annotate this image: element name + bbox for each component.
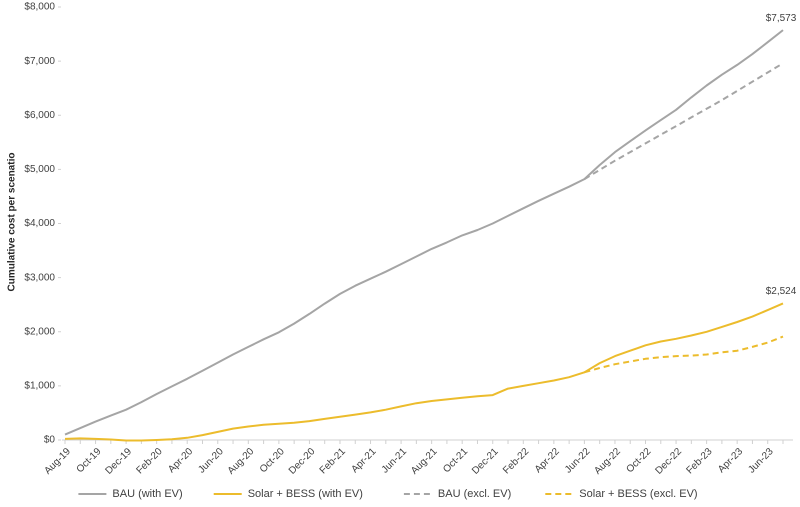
y-tick-label: $2,000 [24, 326, 55, 337]
x-tick-label: Aug-20 [226, 446, 257, 477]
x-tick-label: Feb-20 [134, 446, 164, 476]
x-tick-label: Apr-23 [716, 446, 745, 475]
x-tick-label: Jun-23 [746, 446, 776, 476]
y-tick-label: $3,000 [24, 272, 55, 283]
x-tick-label: Dec-20 [287, 446, 318, 477]
x-tick-label: Jun-21 [380, 446, 410, 476]
x-tick-label: Oct-19 [75, 446, 104, 475]
data-label: $2,524 [766, 286, 797, 297]
series-line [64, 302, 784, 442]
y-tick-label: $7,000 [24, 56, 55, 67]
y-tick-label: $6,000 [24, 110, 55, 121]
x-tick-label: Aug-19 [42, 446, 73, 477]
y-tick-label: $8,000 [24, 2, 55, 13]
x-tick-label: Apr-21 [350, 446, 379, 475]
x-tick-label: Feb-23 [684, 446, 714, 476]
series-line [584, 335, 784, 374]
data-label: $7,573 [766, 13, 797, 24]
x-tick-label: Oct-22 [624, 446, 653, 475]
x-tick-label: Feb-21 [318, 446, 348, 476]
y-tick-label: $1,000 [24, 381, 55, 392]
x-tick-label: Aug-22 [592, 446, 623, 477]
x-tick-label: Dec-21 [470, 446, 501, 477]
x-tick-label: Jun-22 [563, 446, 593, 476]
y-tick-label: $0 [44, 435, 56, 446]
x-tick-label: Aug-21 [409, 446, 440, 477]
legend-label: BAU (excl. EV) [438, 488, 511, 500]
legend-label: BAU (with EV) [112, 488, 182, 500]
x-tick-label: Oct-20 [258, 446, 287, 475]
x-tick-label: Feb-22 [501, 446, 531, 476]
x-tick-label: Dec-22 [653, 446, 684, 477]
x-tick-label: Apr-20 [166, 446, 195, 475]
series-line [64, 29, 784, 436]
legend-label: Solar + BESS (excl. EV) [579, 488, 697, 500]
x-tick-label: Apr-22 [533, 446, 562, 475]
y-tick-label: $4,000 [24, 218, 55, 229]
legend: BAU (with EV) Solar + BESS (with EV) BAU (… [78, 488, 698, 500]
legend-label: Solar + BESS (with EV) [248, 488, 363, 500]
y-axis-label: Cumulative cost per scenatio [7, 153, 18, 292]
y-tick-label: $5,000 [24, 164, 55, 175]
x-tick-label: Oct-21 [441, 446, 470, 475]
series-line [583, 62, 784, 180]
x-tick-label: Jun-20 [196, 446, 226, 476]
x-tick-label: Dec-19 [104, 446, 135, 477]
